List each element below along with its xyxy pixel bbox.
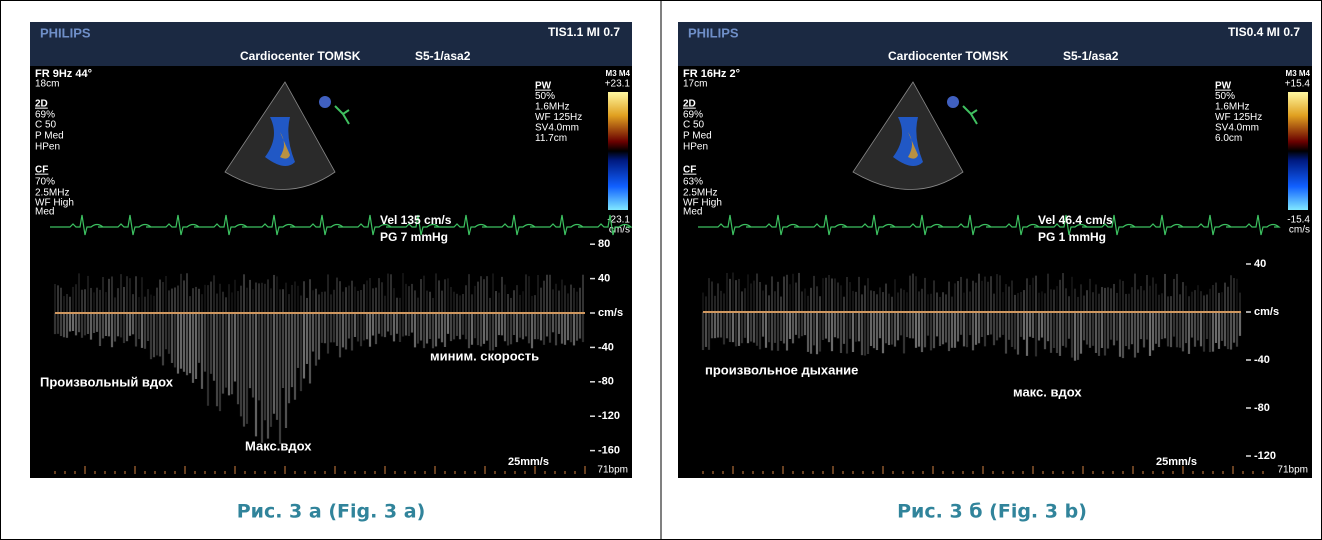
left-param: Med — [35, 207, 54, 218]
colorbar-label: +23.1 — [605, 79, 631, 90]
colorbar-label: M3 M4 — [1286, 69, 1311, 78]
right-param: PW — [535, 81, 552, 92]
right-param: 11.7cm — [535, 133, 567, 144]
heart-rate: 71bpm — [1277, 465, 1308, 476]
right-param: WF 125Hz — [535, 112, 582, 123]
ultrasound-screen: PHILIPS TIS1.1 MI 0.7 Cardiocenter TOMSK S5… — [30, 22, 632, 478]
axis-tick-label: -120 — [598, 410, 620, 422]
colorbar — [1288, 92, 1308, 210]
axis-tick-label: -160 — [598, 445, 620, 457]
left-param: 2D — [683, 99, 696, 110]
axis-tick-label: 40 — [1254, 258, 1266, 270]
left-param: P Med — [35, 131, 64, 142]
figure: PHILIPS TIS1.1 MI 0.7 Cardiocenter TOMSK S5… — [0, 0, 1322, 540]
right-param: WF 125Hz — [1215, 112, 1262, 123]
left-param: Med — [683, 207, 702, 218]
center-name: Cardiocenter TOMSK — [888, 49, 1009, 63]
right-param: 1.6MHz — [535, 102, 569, 113]
left-param: C 50 — [683, 120, 705, 131]
caption: Рис. 3 б (Fig. 3 b) — [897, 501, 1087, 523]
axis-tick-label: -120 — [1254, 450, 1276, 462]
brand: PHILIPS — [40, 25, 91, 40]
caption: Рис. 3 а (Fig. 3 a) — [237, 501, 426, 523]
probe: S5-1/asa2 — [1063, 49, 1119, 63]
right-param: 50% — [535, 91, 555, 102]
right-param: 1.6MHz — [1215, 102, 1249, 113]
left-param: 17cm — [683, 79, 707, 90]
right-param: SV4.0mm — [1215, 123, 1259, 134]
header-right: TIS0.4 MI 0.7 — [1228, 25, 1300, 39]
annotation: произвольное дыхание — [705, 362, 858, 377]
sweep-speed: 25mm/s — [1156, 456, 1197, 468]
axis-tick-label: -80 — [598, 376, 614, 388]
colorbar-label: cm/s — [1289, 225, 1310, 236]
probe-icon — [319, 96, 331, 108]
left-param: 63% — [683, 177, 703, 188]
annotation: Произвольный вдох — [40, 374, 174, 389]
measurement: Vel 135 cm/s — [380, 213, 452, 227]
measurement: Vel 46.4 cm/s — [1038, 213, 1113, 227]
left-param: HPen — [35, 142, 60, 153]
axis-tick-label: -40 — [598, 341, 614, 353]
left-param: C 50 — [35, 120, 57, 131]
colorbar — [608, 92, 628, 210]
brand: PHILIPS — [688, 25, 739, 40]
measurement: PG 1 mmHg — [1038, 230, 1106, 244]
ultrasound-screen: PHILIPS TIS0.4 MI 0.7 Cardiocenter TOMSK S5… — [678, 22, 1312, 478]
annotation: миним. скорость — [430, 348, 539, 363]
left-param: CF — [683, 165, 696, 176]
axis-tick-label: -80 — [1254, 402, 1270, 414]
axis-tick-label: 40 — [598, 273, 610, 285]
header-right: TIS1.1 MI 0.7 — [548, 25, 620, 39]
right-param: SV4.0mm — [535, 123, 579, 134]
right-param: 50% — [1215, 91, 1235, 102]
colorbar-label: +15.4 — [1285, 79, 1311, 90]
left-param: HPen — [683, 142, 708, 153]
measurement: PG 7 mmHg — [380, 230, 448, 244]
left-param: CF — [35, 165, 48, 176]
center-name: Cardiocenter TOMSK — [240, 49, 361, 63]
axis-tick-label: 80 — [598, 238, 610, 250]
axis-tick-label: -40 — [1254, 354, 1270, 366]
left-param: 2D — [35, 99, 48, 110]
colorbar-label: M3 M4 — [606, 69, 631, 78]
sweep-speed: 25mm/s — [508, 456, 549, 468]
axis-tick-label: cm/s — [598, 307, 623, 319]
annotation: макс. вдох — [1013, 384, 1082, 399]
probe: S5-1/asa2 — [415, 49, 471, 63]
right-param: PW — [1215, 81, 1232, 92]
annotation: Макс.вдох — [245, 438, 312, 453]
axis-tick-label: cm/s — [1254, 306, 1279, 318]
heart-rate: 71bpm — [597, 465, 628, 476]
left-param: 70% — [35, 177, 55, 188]
right-param: 6.0cm — [1215, 133, 1242, 144]
figure-page: PHILIPS TIS1.1 MI 0.7 Cardiocenter TOMSK S5… — [0, 0, 1322, 540]
probe-icon — [947, 96, 959, 108]
left-param: 18cm — [35, 79, 59, 90]
left-param: P Med — [683, 131, 712, 142]
